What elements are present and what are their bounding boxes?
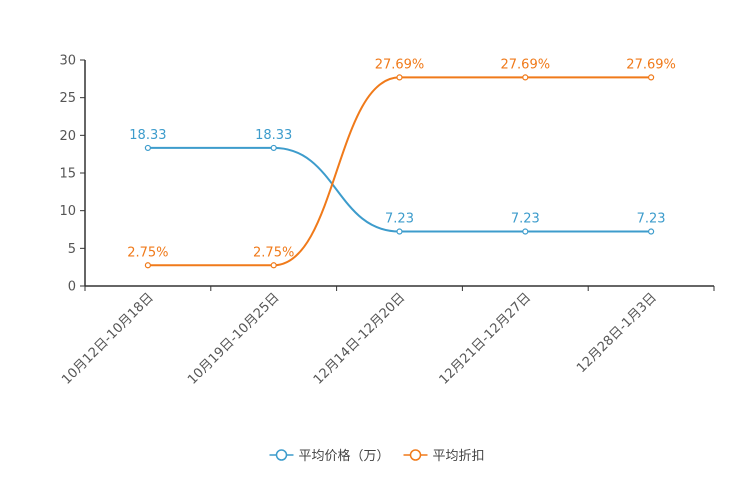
- series-line-0[interactable]: [147, 146, 652, 233]
- y-tick-label: 15: [59, 167, 76, 182]
- series-1-data-label: 27.69%: [626, 57, 676, 72]
- x-tick-label: 10月19日-10月25日: [185, 290, 282, 387]
- series-0-point[interactable]: [522, 228, 529, 235]
- series-1-point[interactable]: [270, 262, 277, 269]
- y-tick-label: 0: [68, 280, 76, 295]
- series-0-data-label: 7.23: [385, 212, 414, 227]
- series-1-data-label: 27.69%: [375, 57, 425, 72]
- series-1-data-label: 27.69%: [501, 57, 551, 72]
- y-tick-label: 30: [59, 54, 76, 69]
- x-tick-label: 12月14日-12月20日: [311, 290, 408, 387]
- series-0-data-label: 7.23: [511, 212, 540, 227]
- series-1-point[interactable]: [522, 74, 529, 81]
- legend-marker-icon: [275, 449, 288, 461]
- series-1-point[interactable]: [647, 74, 655, 81]
- y-tick-label: 25: [59, 91, 76, 106]
- legend-item-0[interactable]: 平均价格（万）: [269, 448, 390, 464]
- series-0-point[interactable]: [270, 144, 277, 152]
- series-1-data-label: 2.75%: [127, 245, 168, 260]
- legend-label: 平均折扣: [433, 449, 485, 464]
- legend[interactable]: 平均价格（万） 平均折扣: [269, 448, 485, 464]
- legend-marker-icon: [409, 449, 422, 461]
- series-1-point[interactable]: [396, 74, 403, 81]
- data-labels: 18.33 18.33 7.23 7.23 7.23 2.75% 2.75% 27.69% 27…: [127, 57, 676, 260]
- series-0-data-label: 18.33: [129, 128, 166, 143]
- x-tick-label: 12月21日-12月27日: [437, 290, 534, 387]
- series-line-1[interactable]: [147, 76, 652, 267]
- legend-item-1[interactable]: 平均折扣: [403, 449, 485, 464]
- series-0-point[interactable]: [144, 144, 151, 152]
- y-tick-label: 5: [68, 242, 76, 257]
- series-0-point[interactable]: [647, 228, 655, 235]
- x-tick-label: 10月12日-10月18日: [59, 290, 156, 387]
- series-lines: [144, 74, 655, 269]
- legend-label: 平均价格（万）: [298, 448, 389, 464]
- series-0-data-label: 7.23: [637, 212, 666, 227]
- y-tick-label: 20: [59, 129, 76, 144]
- series-1-point[interactable]: [144, 262, 151, 269]
- x-tick-label: 12月28日-1月3日: [574, 290, 660, 376]
- y-tick-label: 10: [59, 204, 76, 219]
- series-0-point[interactable]: [396, 228, 403, 235]
- series-1-data-label: 2.75%: [253, 245, 294, 260]
- series-0-data-label: 18.33: [255, 128, 292, 143]
